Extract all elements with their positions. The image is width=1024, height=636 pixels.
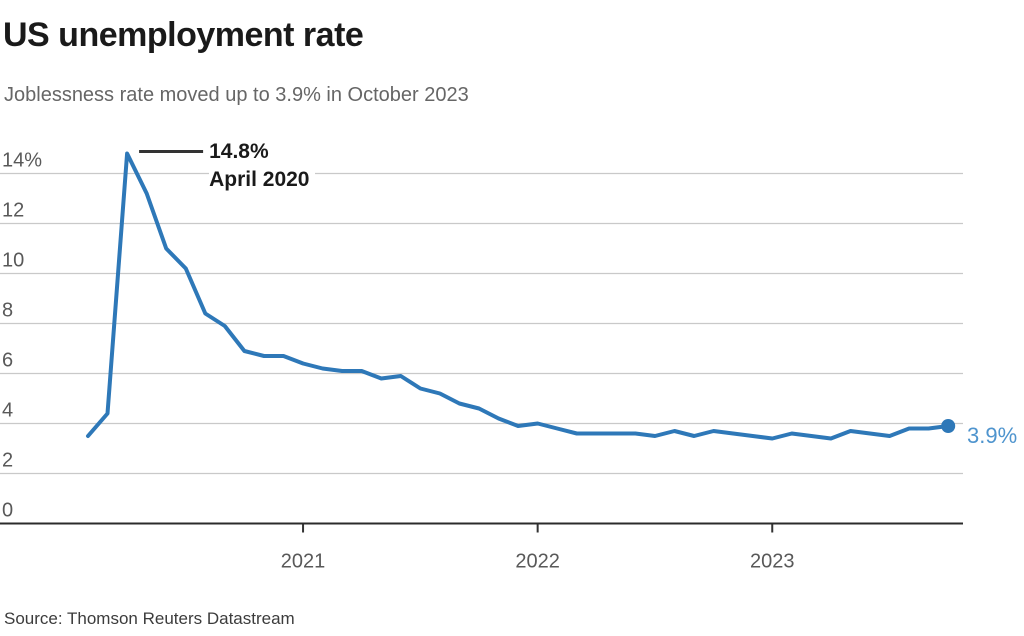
y-tick-label: 2: [2, 450, 13, 472]
y-tick-label: 14%: [2, 150, 42, 172]
chart-subtitle: Joblessness rate moved up to 3.9% in Oct…: [4, 84, 469, 106]
latest-value-label: 3.9%: [967, 423, 1018, 448]
y-tick-label: 0: [2, 500, 13, 522]
x-tick-label: 2021: [281, 551, 326, 573]
unemployment-line-series: [86, 151, 951, 441]
x-tick-label: 2023: [750, 551, 795, 573]
x-tick-label: 2022: [515, 551, 560, 573]
peak-annotation-value: 14.8%: [209, 139, 269, 163]
peak-annotation-date: April 2020: [209, 167, 310, 191]
y-axis-labels: 14% 12 10 8 6 4 2 0: [2, 150, 42, 522]
y-tick-label: 8: [2, 300, 13, 322]
x-axis-ticks: 2021 2022 2023: [281, 524, 795, 573]
source-note: Source: Thomson Reuters Datastream: [4, 609, 295, 628]
peak-annotation: 14.8% April 2020: [209, 137, 316, 194]
gridlines: [0, 172, 963, 475]
y-tick-label: 12: [2, 200, 24, 222]
latest-point-marker: [941, 419, 956, 433]
page-title: US unemployment rate: [3, 16, 364, 54]
y-tick-label: 4: [2, 400, 13, 422]
y-tick-label: 10: [2, 250, 24, 272]
y-tick-label: 6: [2, 350, 13, 372]
